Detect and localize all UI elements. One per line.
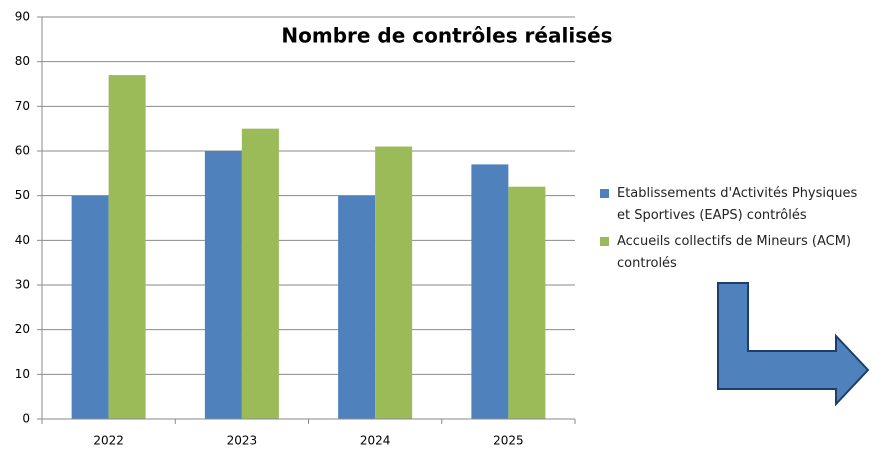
bar — [108, 75, 146, 420]
legend-swatch — [600, 189, 609, 198]
y-tick-label: 20 — [15, 322, 30, 336]
x-tick-label: 2024 — [360, 434, 391, 448]
chart-title: Nombre de contrôles réalisés — [281, 24, 612, 48]
x-tick-label: 2025 — [493, 434, 524, 448]
bar — [204, 151, 242, 419]
arrow-shape — [717, 282, 870, 407]
bar — [338, 195, 376, 419]
legend-swatch — [600, 237, 609, 246]
bar — [71, 195, 109, 419]
y-tick-label: 0 — [22, 412, 30, 426]
y-tick-label: 30 — [15, 278, 30, 292]
y-tick-label: 60 — [15, 144, 30, 158]
y-tick-label: 40 — [15, 233, 30, 247]
x-tick-label: 2022 — [93, 434, 124, 448]
legend-item: Accueils collectifs de Mineurs (ACM) con… — [600, 231, 870, 275]
y-tick-label: 50 — [15, 188, 30, 202]
y-tick-label: 70 — [15, 99, 30, 113]
bar — [241, 128, 279, 419]
y-tick-label: 90 — [15, 10, 30, 24]
legend-label: Etablissements d'Activités Physiques et … — [617, 186, 858, 223]
x-tick-label: 2023 — [227, 434, 258, 448]
bar — [471, 164, 509, 419]
y-tick-label: 80 — [15, 54, 30, 68]
legend: Etablissements d'Activités Physiques et … — [600, 183, 870, 279]
legend-label: Accueils collectifs de Mineurs (ACM) con… — [617, 234, 852, 271]
y-tick-label: 10 — [15, 367, 30, 381]
legend-item: Etablissements d'Activités Physiques et … — [600, 183, 870, 227]
bar — [375, 146, 413, 420]
bar — [508, 186, 546, 419]
